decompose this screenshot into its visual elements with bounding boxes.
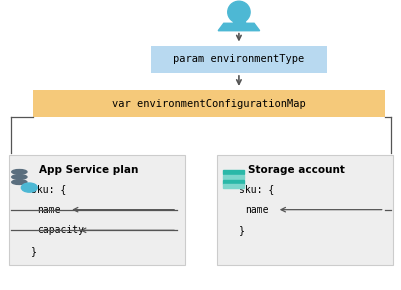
Text: sku: {: sku: { xyxy=(238,184,273,194)
Text: }: } xyxy=(31,246,37,256)
Bar xyxy=(223,175,243,179)
Text: param environmentType: param environmentType xyxy=(173,54,304,64)
Bar xyxy=(232,21,245,24)
Text: sku: {: sku: { xyxy=(31,184,67,194)
FancyBboxPatch shape xyxy=(151,46,326,73)
FancyBboxPatch shape xyxy=(217,155,392,265)
Bar xyxy=(223,180,243,184)
Ellipse shape xyxy=(227,1,249,23)
Text: name: name xyxy=(244,205,268,215)
Text: capacity: capacity xyxy=(37,225,84,235)
Polygon shape xyxy=(218,23,259,31)
FancyBboxPatch shape xyxy=(33,90,384,117)
Ellipse shape xyxy=(12,180,27,184)
Text: }: } xyxy=(238,225,244,235)
Ellipse shape xyxy=(12,170,27,174)
Text: App Service plan: App Service plan xyxy=(39,165,138,175)
FancyBboxPatch shape xyxy=(9,155,184,265)
Ellipse shape xyxy=(21,183,37,192)
Text: Storage account: Storage account xyxy=(247,165,344,175)
Bar xyxy=(223,170,243,174)
Bar xyxy=(223,184,243,188)
Ellipse shape xyxy=(12,175,27,179)
Text: var environmentConfigurationMap: var environmentConfigurationMap xyxy=(112,99,305,109)
Text: name: name xyxy=(37,205,61,215)
